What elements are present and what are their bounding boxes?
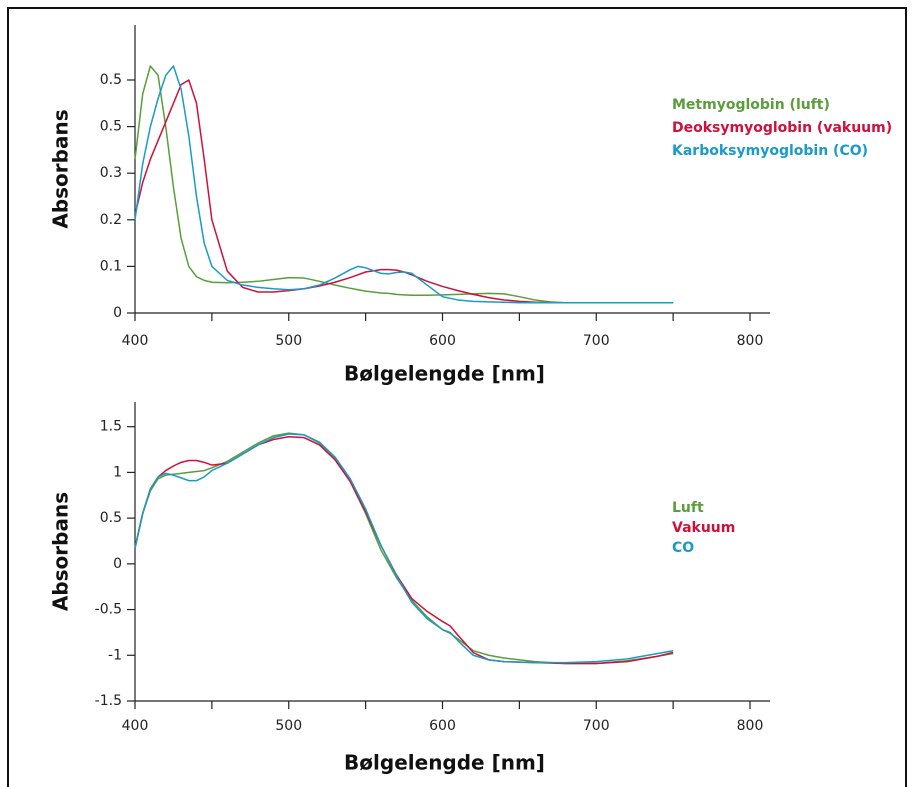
legend-entry: CO bbox=[672, 540, 694, 556]
legend-entry: Deoksymyoglobin (vakuum) bbox=[672, 120, 892, 136]
frame bbox=[7, 7, 907, 787]
y-tick-label: -1 bbox=[108, 647, 122, 663]
legend-entry: Luft bbox=[672, 500, 704, 516]
x-tick-label: 800 bbox=[737, 718, 764, 734]
series-line bbox=[134, 433, 674, 664]
y-tick-label: 0 bbox=[113, 556, 122, 572]
x-tick-label: 600 bbox=[429, 333, 456, 349]
y-axis-title: Absorbans bbox=[49, 492, 73, 611]
x-tick-label: 600 bbox=[429, 718, 456, 734]
y-axis-title: Absorbans bbox=[49, 109, 73, 228]
legend-entry: Metmyoglobin (luft) bbox=[672, 97, 830, 113]
y-tick-label: 1 bbox=[113, 464, 122, 480]
x-tick-label: 500 bbox=[275, 718, 302, 734]
x-tick-label: 500 bbox=[275, 333, 302, 349]
y-tick-label: -0.5 bbox=[95, 602, 122, 618]
series-line bbox=[134, 436, 674, 665]
y-tick-label: 0.5 bbox=[100, 119, 122, 135]
x-tick-label: 800 bbox=[737, 333, 764, 349]
legend-entry: Vakuum bbox=[672, 520, 735, 536]
x-axis-title: Bølgelengde [nm] bbox=[344, 362, 545, 386]
y-tick-label: 0.2 bbox=[100, 212, 122, 228]
series-line bbox=[134, 432, 674, 665]
series-line bbox=[134, 65, 674, 304]
y-tick-label: 1.5 bbox=[100, 419, 122, 435]
x-tick-label: 700 bbox=[583, 718, 610, 734]
legend-entry: Karboksymyoglobin (CO) bbox=[672, 143, 868, 159]
x-axis-title: Bølgelengde [nm] bbox=[344, 751, 545, 775]
y-tick-label: -1.5 bbox=[95, 693, 122, 709]
x-tick-label: 400 bbox=[122, 333, 149, 349]
y-tick-label: 0.3 bbox=[100, 165, 122, 181]
x-tick-label: 700 bbox=[583, 333, 610, 349]
y-tick-label: 0.5 bbox=[100, 510, 122, 526]
y-tick-label: 0.5 bbox=[100, 72, 122, 88]
series-line bbox=[134, 79, 674, 304]
x-tick-label: 400 bbox=[122, 718, 149, 734]
y-tick-label: 0.1 bbox=[100, 258, 122, 274]
y-tick-label: 0 bbox=[113, 305, 122, 321]
series-line bbox=[134, 65, 674, 304]
